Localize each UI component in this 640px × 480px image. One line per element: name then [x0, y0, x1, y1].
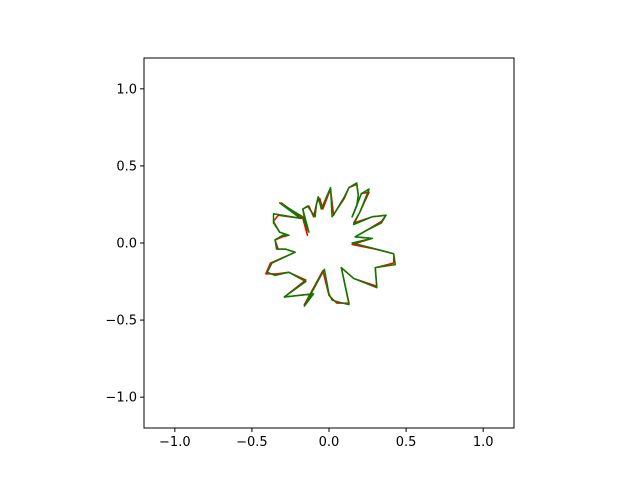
x-tick-label: 1.0 — [473, 435, 494, 450]
x-tick-label: 0.0 — [319, 435, 340, 450]
axes-background — [144, 58, 514, 428]
plot-area — [143, 57, 515, 429]
x-axis: −1.0 −0.5 0.0 0.5 1.0 — [159, 428, 494, 450]
y-tick-label: 1.0 — [116, 82, 137, 97]
y-tick-label: 0.5 — [116, 159, 137, 174]
series-layer — [265, 182, 397, 307]
series-line-2 — [266, 182, 397, 307]
y-tick-label: −1.0 — [105, 391, 137, 406]
y-axis: 1.0 0.5 0.0 −0.5 −1.0 — [105, 82, 144, 406]
y-tick-label: 0.0 — [116, 237, 137, 252]
x-tick-label: −1.0 — [159, 435, 191, 450]
y-tick-label: −0.5 — [105, 314, 137, 329]
x-tick-label: 0.5 — [396, 435, 417, 450]
x-tick-label: −0.5 — [236, 435, 268, 450]
